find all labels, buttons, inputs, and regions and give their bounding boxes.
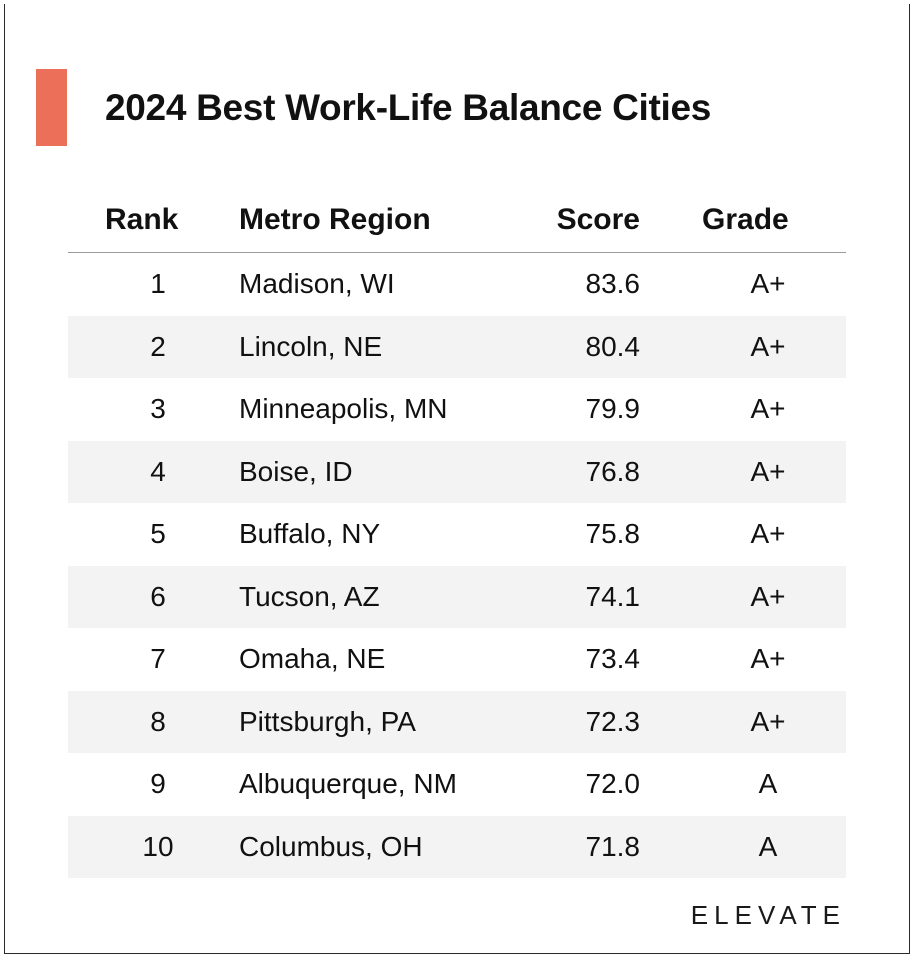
cell-grade: A+ <box>750 580 786 612</box>
header-grade: Grade <box>702 203 789 236</box>
cell-score: 75.8 <box>585 518 641 550</box>
cell-grade: A+ <box>750 393 786 425</box>
table-row: 8 Pittsburgh, PA 72.3 A+ <box>68 690 846 753</box>
title-accent-bar <box>36 69 67 146</box>
cell-rank: 9 <box>150 768 166 800</box>
cell-metro-region: Columbus, OH <box>239 830 423 862</box>
table-row: 1 Madison, WI 83.6 A+ <box>68 253 846 316</box>
cell-metro-region: Omaha, NE <box>239 643 386 675</box>
cell-rank: 10 <box>142 830 174 862</box>
cell-grade: A <box>758 830 778 862</box>
cell-metro-region: Boise, ID <box>239 455 353 487</box>
table-row: 10 Columbus, OH 71.8 A <box>68 815 846 878</box>
cell-metro-region: Buffalo, NY <box>239 518 381 550</box>
cell-score: 76.8 <box>585 455 641 487</box>
chart-title: 2024 Best Work-Life Balance Cities <box>105 87 712 128</box>
ranking-table: Rank Metro Region Score Grade 1 Madison, … <box>68 190 846 878</box>
cell-grade: A+ <box>750 455 786 487</box>
cell-metro-region: Tucson, AZ <box>239 580 380 612</box>
cell-metro-region: Lincoln, NE <box>239 330 383 362</box>
table-row: 4 Boise, ID 76.8 A+ <box>68 440 846 503</box>
cell-score: 80.4 <box>585 330 641 362</box>
cell-metro-region: Madison, WI <box>239 268 395 300</box>
cell-metro-region: Pittsburgh, PA <box>239 705 416 737</box>
cell-metro-region: Minneapolis, MN <box>239 393 448 425</box>
cell-grade: A <box>758 768 778 800</box>
table-row: 2 Lincoln, NE 80.4 A+ <box>68 315 846 378</box>
cell-grade: A+ <box>750 268 786 300</box>
cell-rank: 6 <box>150 580 166 612</box>
table-row: 6 Tucson, AZ 74.1 A+ <box>68 565 846 628</box>
cell-score: 79.9 <box>585 393 641 425</box>
cell-score: 74.1 <box>585 580 641 612</box>
cell-score: 72.0 <box>585 768 641 800</box>
cell-metro-region: Albuquerque, NM <box>239 768 457 800</box>
cell-score: 83.6 <box>585 268 641 300</box>
cell-grade: A+ <box>750 705 786 737</box>
cell-rank: 4 <box>150 455 166 487</box>
cell-grade: A+ <box>750 643 786 675</box>
cell-rank: 7 <box>150 643 166 675</box>
table-row: 7 Omaha, NE 73.4 A+ <box>68 628 846 691</box>
cell-rank: 1 <box>150 268 166 300</box>
cell-rank: 5 <box>150 518 166 550</box>
cell-score: 72.3 <box>585 705 641 737</box>
cell-rank: 2 <box>150 330 166 362</box>
cell-rank: 8 <box>150 705 166 737</box>
header-score: Score <box>556 203 640 236</box>
header-metro-region: Metro Region <box>239 203 431 236</box>
figure-frame <box>4 4 910 954</box>
header-rank: Rank <box>105 203 179 236</box>
brand-logo-text: ELEVATE <box>690 900 846 930</box>
cell-score: 73.4 <box>585 643 641 675</box>
cell-grade: A+ <box>750 330 786 362</box>
cell-score: 71.8 <box>585 830 641 862</box>
table-row: 9 Albuquerque, NM 72.0 A <box>68 753 846 816</box>
table-body: 1 Madison, WI 83.6 A+ 2 Lincoln, NE 80.4 A+ 3 Min… <box>68 253 846 878</box>
table-header-row: Rank Metro Region Score Grade <box>68 190 846 253</box>
table-row: 3 Minneapolis, MN 79.9 A+ <box>68 378 846 441</box>
table-row: 5 Buffalo, NY 75.8 A+ <box>68 503 846 566</box>
cell-grade: A+ <box>750 518 786 550</box>
cell-rank: 3 <box>150 393 166 425</box>
